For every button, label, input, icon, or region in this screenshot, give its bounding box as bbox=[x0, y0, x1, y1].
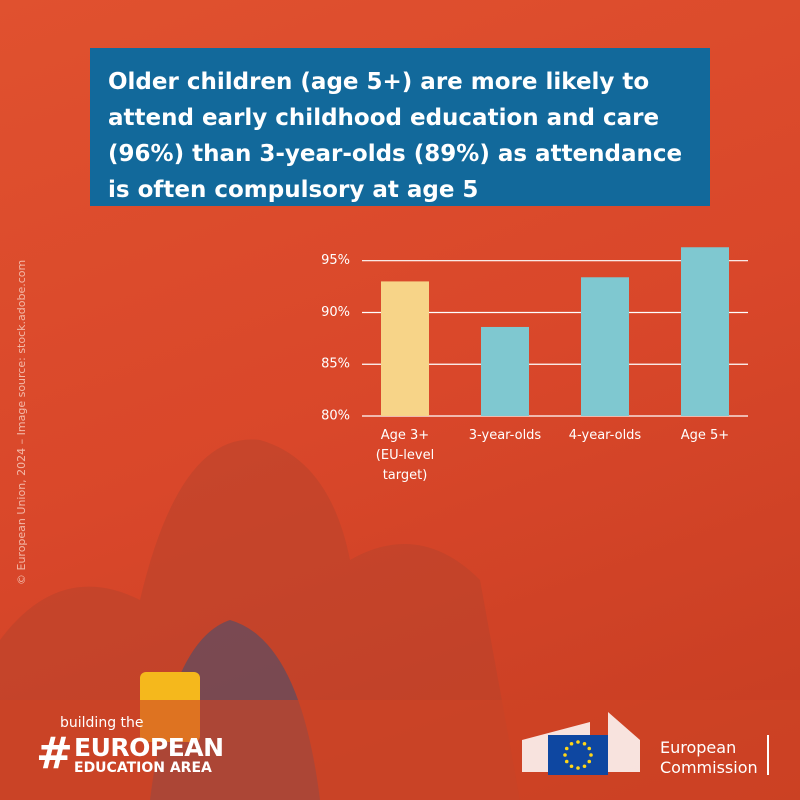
x-tick-label: Age 3+ (EU-level target) bbox=[375, 428, 435, 483]
logo-text: Commission bbox=[660, 758, 758, 777]
hash: # bbox=[36, 728, 73, 779]
y-tick-label: 85% bbox=[321, 357, 350, 372]
tagline: building the bbox=[60, 715, 144, 731]
x-tick-label: Age 5+ bbox=[680, 428, 730, 443]
logo-text: European bbox=[660, 738, 737, 757]
footer-band bbox=[0, 700, 800, 800]
image-credit: © European Union, 2024 – Image source: s… bbox=[15, 259, 28, 585]
x-tick-label: 3-year-olds bbox=[468, 428, 542, 443]
ec-logo bbox=[522, 712, 769, 775]
bar bbox=[681, 247, 729, 416]
bar bbox=[481, 326, 529, 416]
chart-title: Older children (age 5+) are more likely … bbox=[90, 48, 710, 206]
bar bbox=[381, 281, 429, 416]
brand-line: EDUCATION AREA bbox=[74, 760, 212, 776]
y-tick-label: 95% bbox=[321, 253, 350, 268]
y-tick-label: 80% bbox=[321, 409, 350, 424]
y-tick-label: 90% bbox=[321, 305, 350, 320]
bar bbox=[581, 277, 629, 416]
x-tick-label: 4-year-olds bbox=[568, 428, 642, 443]
brand-line: EUROPEAN bbox=[74, 733, 224, 762]
